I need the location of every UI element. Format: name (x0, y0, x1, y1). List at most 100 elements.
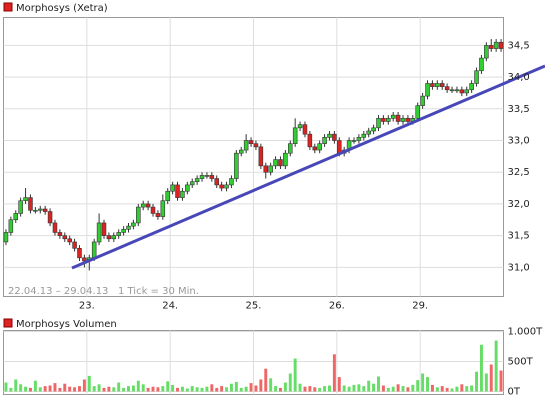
volume-bar (391, 386, 395, 392)
volume-bar (102, 387, 106, 392)
volume-bar (205, 386, 209, 392)
x-tick-label: 24. (162, 301, 178, 312)
candle-body (150, 206, 156, 214)
volume-bar (48, 385, 52, 392)
candle-body (219, 184, 224, 189)
volume-bar (411, 384, 415, 392)
x-tick-label: 23. (79, 301, 95, 312)
candle-body (116, 232, 121, 236)
volume-bar (470, 385, 474, 392)
volume-bar (342, 385, 346, 392)
volume-bar (171, 384, 175, 392)
candle-body (238, 149, 244, 154)
candle-body (459, 89, 465, 94)
volume-bar (195, 387, 199, 392)
volume-bar (475, 371, 479, 392)
candle-body (479, 57, 484, 72)
candle-body (77, 248, 82, 259)
candle-body (33, 209, 38, 212)
volume-bar (372, 383, 376, 392)
candle-body (91, 241, 97, 259)
candle-body (42, 208, 48, 212)
candle-body (170, 184, 175, 192)
candle-body (199, 175, 205, 179)
candle-body (464, 89, 469, 94)
volume-bar (308, 386, 312, 392)
volume-bar (332, 354, 336, 392)
candle-body (484, 45, 489, 59)
volume-bar (430, 384, 434, 392)
volume-bar (107, 386, 111, 392)
candle-body (224, 184, 229, 189)
volume-bar (445, 387, 449, 392)
candle-body (263, 165, 269, 173)
candle-body (381, 118, 386, 122)
candle-body (312, 146, 318, 151)
volume-bar (328, 385, 331, 392)
candle-body (356, 137, 362, 141)
candle-body (253, 143, 259, 148)
volume-bar (131, 385, 135, 392)
volume-bar (396, 384, 400, 392)
candle-body (131, 222, 136, 227)
volume-bar (117, 382, 121, 392)
volume-bar (97, 384, 101, 392)
candle-body (435, 83, 440, 87)
volume-bar (259, 379, 263, 392)
candle-body (268, 165, 273, 173)
candle-body (327, 133, 332, 138)
candle-body (136, 206, 141, 224)
volume-bar (73, 387, 77, 392)
x-tick-label: 25. (246, 301, 262, 312)
candle-body (317, 143, 322, 151)
volume-bar (381, 385, 385, 392)
candle-body (278, 159, 283, 167)
legend-label: Morphosys (Xetra) (16, 3, 108, 14)
candle-body (488, 45, 494, 49)
y-tick-label: 31,0 (508, 262, 530, 273)
volume-bar (440, 386, 444, 392)
candle-body (297, 124, 303, 129)
candle-body (209, 175, 215, 179)
volume-bar (337, 377, 341, 392)
candle-body (18, 200, 23, 214)
candle-body (474, 70, 479, 84)
volume-bar (303, 386, 307, 392)
y-tick-label: 33,0 (508, 136, 530, 147)
candle-body (390, 114, 396, 119)
candle-body (82, 257, 87, 262)
volume-bar (406, 387, 410, 392)
candle-body (175, 184, 180, 198)
candle-body (214, 178, 219, 186)
volume-bar (24, 386, 28, 392)
candle-body (493, 41, 499, 49)
candle-body (307, 133, 313, 148)
candle-body (395, 114, 401, 122)
candle-body (57, 232, 63, 236)
candle-body (185, 184, 190, 192)
candle-body (180, 190, 185, 198)
candle-body (351, 140, 357, 142)
volume-bar (450, 388, 454, 392)
volume-bar (298, 383, 302, 392)
candle-body (425, 83, 430, 97)
volume-bar (386, 387, 390, 392)
candle-body (415, 105, 420, 119)
volume-bar (494, 340, 498, 392)
candle-body (420, 95, 425, 106)
volume-bar (82, 379, 86, 392)
candle-body (258, 146, 264, 167)
candle-body (28, 197, 33, 211)
candle-body (248, 140, 254, 144)
candle-body (121, 228, 126, 233)
trend-line (71, 64, 545, 270)
candle-body (189, 181, 195, 186)
candle-body (288, 143, 293, 154)
volume-bar (38, 387, 42, 392)
volume-bar (435, 387, 439, 392)
candle-body (160, 200, 166, 217)
volume-bar (127, 386, 130, 392)
volume-bar (249, 383, 253, 392)
candle-body (332, 133, 337, 141)
candle-body (439, 83, 445, 87)
